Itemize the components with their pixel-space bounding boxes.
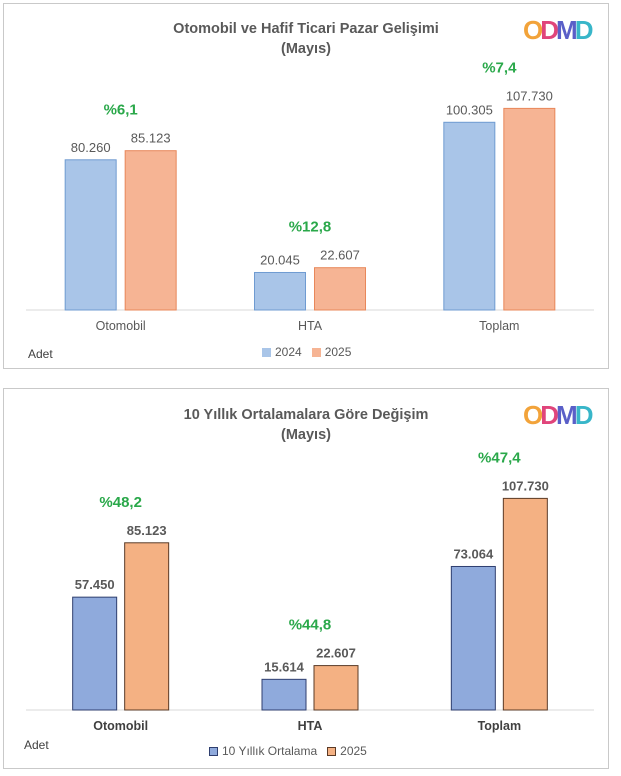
- bar-toplam-second-series: [503, 107, 556, 311]
- change-label: %48,2: [99, 494, 142, 511]
- chart-panel-market: Otomobil ve Hafif Ticari Pazar Gelişimi …: [3, 3, 609, 369]
- legend-item-2025: 2025: [311, 345, 352, 359]
- bar-toplam-second-series: [502, 497, 548, 711]
- data-label: 20.045: [260, 252, 300, 267]
- legend-swatch: [209, 746, 218, 756]
- logo-letter: D: [574, 15, 594, 45]
- bar-otomobil-second-series: [124, 542, 170, 711]
- bar-hta-second-series: [314, 267, 366, 311]
- bar-chart-ten-year: 57.450 85.123 %48,2 Otomobil 15.614 22.607 %44…: [26, 449, 594, 733]
- legend-item-2025: 2025: [327, 744, 367, 758]
- chart-panel-ten-year: 10 Yıllık Ortalamalara Göre Değişim (May…: [3, 388, 609, 769]
- bar-chart-market: 80.260 85.123 %6,1 Otomobil 20.045 22.607 %12,…: [26, 59, 594, 333]
- logo-letter: M: [556, 400, 578, 430]
- data-label: 80.260: [71, 140, 111, 155]
- change-label: %12,8: [289, 219, 332, 236]
- bar-toplam-first-series: [443, 121, 496, 311]
- category-label: Toplam: [478, 719, 522, 733]
- change-label: %47,4: [478, 449, 521, 466]
- category-label: Otomobil: [96, 319, 146, 333]
- legend-item-2024: 2024: [262, 345, 302, 359]
- logo-letter: O: [523, 15, 543, 45]
- legend-label: 2025: [324, 345, 352, 359]
- category-label: Toplam: [479, 319, 519, 333]
- legend-label: 2025: [340, 744, 367, 758]
- data-label: 100.305: [446, 102, 493, 117]
- data-label: 107.730: [506, 88, 553, 103]
- chart-subtitle: (Mayıs): [281, 427, 331, 443]
- legend-label: 2024: [275, 345, 302, 359]
- bar-otomobil-first-series: [64, 159, 117, 311]
- legend-swatch: [311, 347, 321, 357]
- change-label: %7,4: [482, 59, 517, 76]
- data-label: 15.614: [264, 659, 305, 674]
- change-label: %44,8: [289, 617, 332, 634]
- logo-letter: O: [523, 400, 543, 430]
- logo-letter: M: [556, 15, 578, 45]
- chart-title: 10 Yıllık Ortalamalara Göre Değişim: [183, 407, 429, 423]
- legend-swatch: [327, 746, 337, 756]
- logo-letter: D: [574, 400, 594, 430]
- chart-legend: 10 Yıllık Ortalama 2025: [209, 744, 377, 758]
- unit-label: Adet: [24, 738, 49, 752]
- logo-letter: D: [540, 15, 559, 45]
- unit-label: Adet: [28, 347, 53, 361]
- chart-subtitle: (Mayıs): [281, 41, 331, 57]
- data-label: 57.450: [75, 577, 115, 592]
- bar-otomobil-second-series: [124, 150, 177, 311]
- category-label: Otomobil: [93, 719, 148, 733]
- data-label: 22.607: [316, 646, 356, 661]
- data-label: 22.607: [320, 248, 360, 263]
- data-label: 85.123: [131, 131, 171, 146]
- legend-swatch: [262, 347, 271, 357]
- change-label: %6,1: [104, 102, 138, 119]
- legend-label: 10 Yıllık Ortalama: [222, 744, 318, 758]
- data-label: 85.123: [127, 523, 167, 538]
- bar-hta-first-series: [254, 271, 306, 311]
- category-label: HTA: [298, 319, 323, 333]
- data-label: 107.730: [502, 478, 549, 493]
- bar-otomobil-first-series: [72, 596, 118, 711]
- legend-item-ten-year-average: 10 Yıllık Ortalama: [209, 744, 317, 758]
- bar-hta-second-series: [313, 665, 359, 711]
- bar-hta-first-series: [261, 678, 307, 711]
- bar-toplam-first-series: [450, 565, 496, 711]
- chart-title: Otomobil ve Hafif Ticari Pazar Gelişimi: [173, 21, 439, 37]
- chart-legend: 2024 2025: [262, 345, 361, 359]
- data-label: 73.064: [453, 546, 494, 561]
- logo-letter: D: [540, 400, 559, 430]
- category-label: HTA: [298, 719, 323, 733]
